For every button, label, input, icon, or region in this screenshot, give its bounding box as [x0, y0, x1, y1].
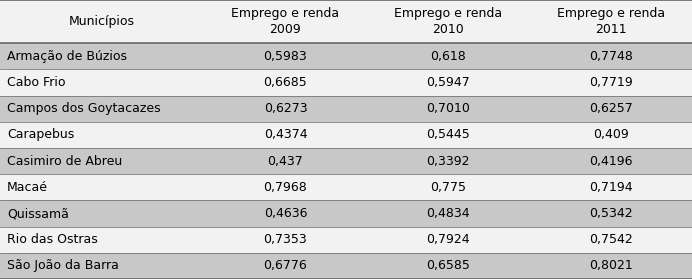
Text: 0,4834: 0,4834 [426, 207, 470, 220]
Text: 0,4374: 0,4374 [264, 128, 307, 141]
Bar [367, 43, 529, 69]
Text: 0,7010: 0,7010 [426, 102, 470, 115]
Bar [204, 43, 367, 69]
Text: 0,618: 0,618 [430, 50, 466, 63]
Text: 0,7542: 0,7542 [589, 233, 632, 246]
Bar [204, 122, 367, 148]
Text: Armação de Búzios: Armação de Búzios [7, 50, 127, 63]
Bar [0, 227, 204, 253]
Bar [367, 96, 529, 122]
Text: 0,7194: 0,7194 [589, 181, 632, 194]
Text: 0,6257: 0,6257 [589, 102, 632, 115]
Text: 0,775: 0,775 [430, 181, 466, 194]
Text: São João da Barra: São João da Barra [7, 259, 119, 272]
Bar [367, 174, 529, 200]
Text: 0,7719: 0,7719 [589, 76, 632, 89]
Bar [0, 43, 204, 69]
Text: 0,5342: 0,5342 [589, 207, 632, 220]
Text: 0,6273: 0,6273 [264, 102, 307, 115]
Bar [367, 122, 529, 148]
Text: Quissamã: Quissamã [7, 207, 69, 220]
Text: 0,7353: 0,7353 [264, 233, 307, 246]
Bar [0, 122, 204, 148]
Text: 0,7924: 0,7924 [426, 233, 470, 246]
Bar [367, 200, 529, 227]
Text: 0,409: 0,409 [593, 128, 628, 141]
Text: 0,8021: 0,8021 [589, 259, 632, 272]
Text: 0,5983: 0,5983 [264, 50, 307, 63]
Text: 0,3392: 0,3392 [426, 155, 470, 168]
Bar [204, 227, 367, 253]
Bar [204, 253, 367, 279]
Bar [204, 69, 367, 96]
Text: 0,5445: 0,5445 [426, 128, 470, 141]
Bar [367, 69, 529, 96]
Text: Cabo Frio: Cabo Frio [7, 76, 66, 89]
Bar [0, 200, 204, 227]
Bar [367, 0, 529, 43]
Bar [529, 253, 692, 279]
Bar [367, 253, 529, 279]
Text: Emprego e renda
2009: Emprego e renda 2009 [231, 7, 340, 36]
Bar [0, 253, 204, 279]
Text: Casimiro de Abreu: Casimiro de Abreu [7, 155, 122, 168]
Bar [529, 122, 692, 148]
Text: 0,4636: 0,4636 [264, 207, 307, 220]
Bar [529, 148, 692, 174]
Bar [529, 0, 692, 43]
Text: 0,437: 0,437 [268, 155, 303, 168]
Bar [367, 148, 529, 174]
Text: Municípios: Municípios [69, 15, 135, 28]
Bar [204, 148, 367, 174]
Bar [0, 148, 204, 174]
Text: Emprego e renda
2011: Emprego e renda 2011 [556, 7, 665, 36]
Text: 0,6776: 0,6776 [264, 259, 307, 272]
Text: Rio das Ostras: Rio das Ostras [7, 233, 98, 246]
Text: Emprego e renda
2010: Emprego e renda 2010 [394, 7, 502, 36]
Bar [529, 227, 692, 253]
Bar [529, 96, 692, 122]
Bar [204, 174, 367, 200]
Text: Campos dos Goytacazes: Campos dos Goytacazes [7, 102, 161, 115]
Text: 0,4196: 0,4196 [589, 155, 632, 168]
Bar [529, 200, 692, 227]
Bar [0, 0, 204, 43]
Text: 0,7968: 0,7968 [264, 181, 307, 194]
Bar [0, 174, 204, 200]
Bar [367, 227, 529, 253]
Bar [529, 69, 692, 96]
Bar [204, 0, 367, 43]
Text: Macaé: Macaé [7, 181, 48, 194]
Bar [0, 96, 204, 122]
Text: 0,7748: 0,7748 [589, 50, 632, 63]
Bar [529, 174, 692, 200]
Text: 0,5947: 0,5947 [426, 76, 470, 89]
Text: Carapebus: Carapebus [7, 128, 74, 141]
Bar [0, 69, 204, 96]
Text: 0,6685: 0,6685 [264, 76, 307, 89]
Bar [204, 96, 367, 122]
Text: 0,6585: 0,6585 [426, 259, 470, 272]
Bar [529, 43, 692, 69]
Bar [204, 200, 367, 227]
